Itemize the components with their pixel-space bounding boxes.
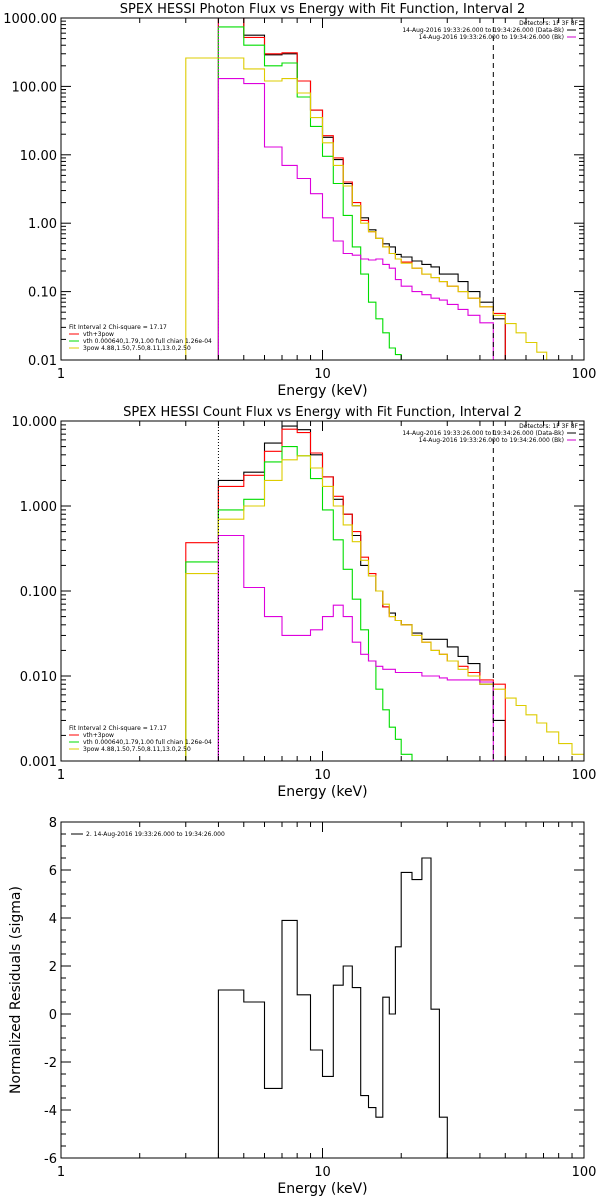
x-tick-label: 10 (314, 1165, 331, 1180)
series-line-1 (185, 428, 506, 761)
y-tick-label: 6 (49, 864, 57, 879)
legend-entry-text: 14-Aug-2016 19:33:26.000 to 19:34:26.000… (402, 430, 564, 437)
x-tick-label: 10 (314, 367, 331, 382)
chart-residuals: 1 10 100 Energy (keV) -6 -4 -2 0 2 4 6 8 Normalized … (8, 816, 596, 1197)
legend-top-left: 2. 14-Aug-2016 19:33:26.000 to 19:34:26.… (71, 831, 225, 838)
y-tick-label: 4 (49, 912, 57, 927)
legend-bottom-left: Fit Interval 2 Chi-square = 17.17vth+3po… (69, 324, 212, 352)
series-line-0 (217, 425, 506, 761)
x-tick-label: 1 (57, 1165, 65, 1180)
legend-detectors: Detectors: 1F 3F 8F (519, 20, 578, 27)
plot-frame (60, 821, 585, 1159)
series-group (217, 857, 448, 1158)
y-tick-label: 1000.00 (3, 12, 57, 27)
legend-entry-text: vth+3pow (83, 331, 114, 338)
x-tick-label: 100 (572, 768, 597, 783)
y-tick-label: 0.010 (20, 670, 57, 685)
series-group (185, 425, 584, 761)
x-axis: 1 10 100 Energy (keV) (57, 18, 597, 399)
legend-entry-text: 14-Aug-2016 19:33:26.000 to 19:34:26.000… (402, 27, 564, 34)
y-tick-label: 0 (49, 1008, 57, 1023)
x-axis: 1 10 100 Energy (keV) (57, 822, 597, 1197)
series-line-3 (185, 57, 559, 360)
legend-fit-info: Fit Interval 2 Chi-square = 17.17 (69, 725, 167, 732)
y-axis: 0.01 0.10 1.00 10.00 100.00 1000.00 (3, 12, 584, 369)
y-tick-label: -4 (44, 1104, 57, 1119)
legend-entry-text: vth+3pow (83, 732, 114, 739)
y-tick-label: 100.00 (12, 80, 58, 95)
x-axis-title: Energy (keV) (277, 1181, 367, 1197)
legend-entry-text: vth 0.000640,1.79,1.00 full chian 1.26e-… (83, 739, 212, 746)
y-tick-label: 8 (49, 816, 57, 831)
x-tick-label: 100 (572, 367, 597, 382)
chart-title: SPEX HESSI Photon Flux vs Energy with Fi… (120, 2, 526, 17)
chart-photon: SPEX HESSI Photon Flux vs Energy with Fi… (3, 2, 596, 399)
legend-bottom-left: Fit Interval 2 Chi-square = 17.17vth+3po… (69, 725, 212, 753)
legend-entry-text: vth 0.000640,1.79,1.00 full chian 1.26e-… (83, 338, 212, 345)
x-tick-label: 1 (57, 367, 65, 382)
legend-entry-text: 14-Aug-2016 19:33:26.000 to 19:34:26.000… (419, 34, 564, 41)
chart-count: SPEX HESSI Count Flux vs Energy with Fit… (12, 405, 597, 800)
x-tick-label: 10 (314, 768, 331, 783)
series-line-4 (217, 534, 506, 761)
y-tick-label: -2 (44, 1056, 57, 1071)
chart-title: SPEX HESSI Count Flux vs Energy with Fit… (123, 405, 522, 420)
y-axis: 0.001 0.010 0.100 1.000 10.000 (12, 415, 584, 770)
x-tick-label: 100 (572, 1165, 597, 1180)
legend-entry-text: 3pow 4.88,1.50,7.50,8.11,13.0,2.50 (83, 345, 191, 352)
y-tick-label: 10.000 (12, 415, 58, 430)
legend-entry-text: 2. 14-Aug-2016 19:33:26.000 to 19:34:26.… (86, 831, 225, 838)
legend-entry-text: 14-Aug-2016 19:33:26.000 to 19:34:26.000… (419, 437, 564, 444)
series-line-3 (185, 455, 584, 761)
legend-detectors: Detectors: 1F 3F 8F (519, 423, 578, 430)
series-line-0 (217, 857, 448, 1158)
y-tick-label: -6 (44, 1152, 57, 1167)
x-axis-title: Energy (keV) (277, 383, 367, 399)
plot-frame (60, 17, 585, 361)
y-tick-label: 10.00 (20, 149, 57, 164)
legend-fit-info: Fit Interval 2 Chi-square = 17.17 (69, 324, 167, 331)
x-tick-label: 1 (57, 768, 65, 783)
y-axis-title: Normalized Residuals (sigma) (8, 886, 24, 1094)
y-tick-label: 2 (49, 960, 57, 975)
y-tick-label: 0.100 (20, 585, 57, 600)
x-axis-title: Energy (keV) (277, 784, 367, 800)
y-tick-label: 0.10 (28, 286, 57, 301)
y-tick-label: 0.01 (28, 354, 57, 369)
legend-entry-text: 3pow 4.88,1.50,7.50,8.11,13.0,2.50 (83, 746, 191, 753)
series-line-2 (217, 26, 412, 360)
y-tick-label: 1.000 (20, 500, 57, 515)
y-tick-label: 0.001 (20, 755, 57, 770)
y-axis: -6 -4 -2 0 2 4 6 8 Normalized Residuals (sigma) (8, 816, 584, 1167)
series-group (185, 18, 559, 360)
x-axis: 1 10 100 Energy (keV) (57, 421, 597, 800)
y-tick-label: 1.00 (28, 217, 57, 232)
series-line-4 (217, 78, 506, 360)
